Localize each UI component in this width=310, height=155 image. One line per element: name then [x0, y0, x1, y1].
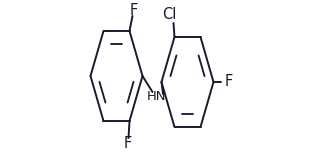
Text: F: F [123, 135, 132, 151]
Text: Cl: Cl [162, 7, 177, 22]
Text: F: F [129, 3, 138, 18]
Text: HN: HN [147, 91, 166, 104]
Text: F: F [224, 75, 233, 89]
